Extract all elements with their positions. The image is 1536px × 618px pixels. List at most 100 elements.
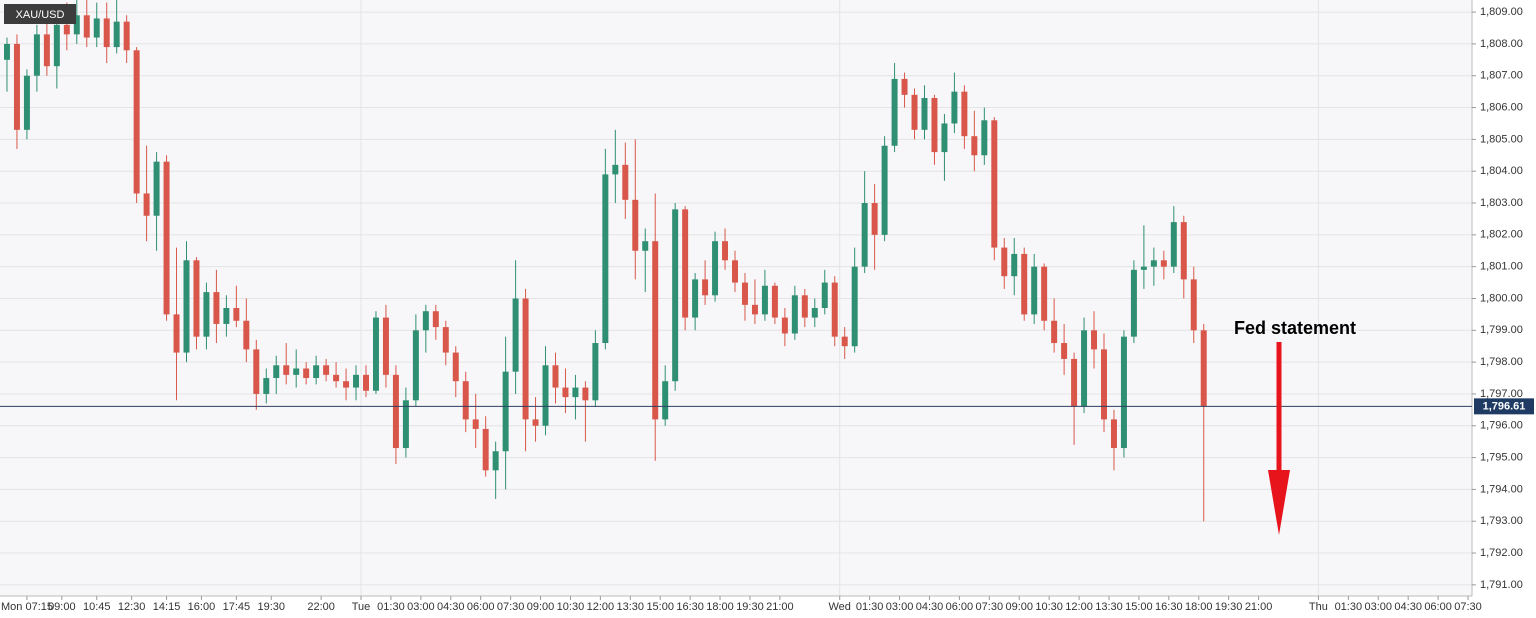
candle-body	[372, 317, 379, 391]
candle-body	[173, 314, 180, 353]
candle-body	[253, 349, 260, 394]
candle-body	[722, 241, 729, 261]
candle-body	[1190, 279, 1197, 331]
candle-body	[353, 374, 360, 388]
candle-body	[243, 320, 250, 350]
x-tick-label: 18:00	[706, 601, 734, 613]
candle-body	[1130, 269, 1137, 337]
candle-body	[492, 451, 499, 471]
y-tick-label: 1,809.00	[1480, 6, 1523, 18]
candle-body	[692, 279, 699, 318]
x-tick-label: 09:00	[1005, 601, 1033, 613]
annotation: Fed statement	[1234, 318, 1356, 338]
x-tick-label: 21:00	[766, 601, 794, 613]
x-tick-label: 15:00	[646, 601, 674, 613]
candle-body	[951, 91, 958, 124]
candle-body	[811, 308, 818, 318]
x-tick-label: Thu	[1309, 601, 1328, 613]
candle-body	[293, 368, 300, 375]
y-tick-label: 1,798.00	[1480, 356, 1523, 368]
candle-body	[861, 203, 868, 267]
candle-body	[1031, 266, 1038, 315]
candle-body	[562, 387, 569, 398]
y-tick-label: 1,800.00	[1480, 292, 1523, 304]
candle-body	[23, 75, 30, 130]
x-tick-label: 12:00	[1065, 601, 1093, 613]
candle-body	[143, 193, 150, 216]
x-tick-label: 06:00	[946, 601, 974, 613]
candle-body	[153, 161, 160, 216]
x-tick-label: 16:30	[1155, 601, 1183, 613]
x-tick-label: 01:30	[1335, 601, 1363, 613]
candle-body	[133, 50, 140, 194]
candle-body	[891, 78, 898, 146]
candle-body	[761, 285, 768, 315]
candle-body	[442, 327, 449, 353]
x-tick-label: 03:00	[1364, 601, 1392, 613]
y-tick-label: 1,801.00	[1480, 261, 1523, 273]
candle-body	[582, 387, 589, 401]
candle-body	[662, 381, 669, 420]
candle-body	[971, 136, 978, 156]
candle-body	[1140, 266, 1147, 270]
candle-body	[1170, 222, 1177, 267]
candle-body	[1001, 247, 1008, 277]
x-tick-label: 03:00	[886, 601, 914, 613]
candle-body	[223, 308, 230, 324]
candle-body	[283, 365, 290, 375]
x-tick-label: Wed	[829, 601, 851, 613]
x-tick-label: 17:45	[223, 601, 251, 613]
candle-body	[532, 419, 539, 426]
candle-body	[422, 311, 429, 331]
y-tick-label: 1,793.00	[1480, 515, 1523, 527]
y-tick-label: 1,796.00	[1480, 420, 1523, 432]
x-tick-label: 04:30	[1394, 601, 1422, 613]
candle-body	[412, 330, 419, 401]
y-tick-label: 1,806.00	[1480, 101, 1523, 113]
last-price-box	[1474, 398, 1534, 415]
candle-body	[53, 24, 60, 67]
x-tick-label: 03:00	[407, 601, 435, 613]
candle-body	[1041, 266, 1048, 321]
x-tick-label: 01:30	[856, 601, 884, 613]
candle-body	[702, 279, 709, 296]
candle-body	[472, 419, 479, 429]
candle-body	[712, 241, 719, 296]
candle-body	[522, 298, 529, 420]
x-tick-label: 12:30	[118, 601, 146, 613]
candle-body	[801, 295, 808, 318]
x-tick-label: 19:30	[257, 601, 285, 613]
candle-body	[512, 298, 519, 372]
candle-body	[771, 285, 778, 318]
candle-body	[183, 260, 190, 353]
x-tick-label: 07:30	[497, 601, 525, 613]
candle-body	[43, 34, 50, 67]
x-tick-label: 07:30	[976, 601, 1004, 613]
x-tick-label: 06:00	[1424, 601, 1452, 613]
candle-body	[981, 120, 988, 156]
y-tick-label: 1,791.00	[1480, 579, 1523, 591]
candle-body	[313, 365, 320, 379]
candle-body	[432, 311, 439, 328]
candle-body	[941, 123, 948, 153]
y-tick-label: 1,794.00	[1480, 483, 1523, 495]
candle-body	[323, 365, 330, 375]
candle-body	[123, 21, 130, 51]
candle-body	[961, 91, 968, 137]
candle-body	[1110, 419, 1117, 449]
y-tick-label: 1,795.00	[1480, 451, 1523, 463]
candle-body	[363, 374, 369, 391]
candle-body	[1021, 253, 1028, 315]
axes: 1,791.00 1,792.00 1,793.00 1,794.00 1,795.00…	[0, 6, 1534, 613]
candle-body	[572, 387, 579, 398]
y-tick-label: 1,802.00	[1480, 229, 1523, 241]
candle-body	[63, 24, 70, 35]
annotation-arrow-head	[1268, 470, 1290, 535]
x-tick-label: 10:45	[83, 601, 111, 613]
candle-body	[991, 120, 998, 248]
candle-body	[831, 282, 838, 337]
x-tick-label: 13:30	[617, 601, 645, 613]
candle-body	[642, 241, 649, 251]
